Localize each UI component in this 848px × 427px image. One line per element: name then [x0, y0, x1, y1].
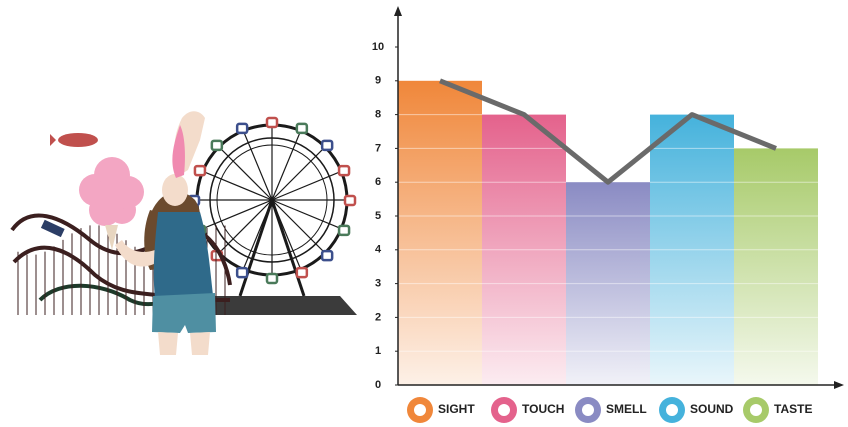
cotton-candy — [79, 157, 144, 250]
y-tick-label: 0 — [375, 379, 381, 391]
blimp-tail — [50, 134, 56, 146]
y-tick-label: 7 — [375, 142, 381, 154]
y-tick-label: 1 — [375, 345, 381, 357]
y-tick-label: 8 — [375, 109, 381, 121]
y-tick-label: 5 — [375, 210, 381, 222]
x-tick-label: TASTE — [774, 402, 812, 416]
x-tick-label: SIGHT — [438, 402, 475, 416]
x-arrow — [834, 381, 844, 389]
y-tick-label: 6 — [375, 176, 381, 188]
y-tick-label: 9 — [375, 75, 381, 87]
trend-line — [439, 78, 777, 185]
x-tick-label: SMELL — [606, 402, 647, 416]
x-tick-label: SOUND — [690, 402, 734, 416]
ferris-base — [205, 296, 357, 315]
bar — [398, 80, 482, 386]
y-tick-label: 10 — [372, 41, 384, 53]
y-arrow — [394, 6, 402, 16]
x-tick-label: TOUCH — [522, 402, 564, 416]
blimp — [58, 133, 98, 147]
chart: 0 1 2 3 4 5 6 7 8 9 10 SIGHT TOUCH SMELL SOUND TASTE — [372, 6, 844, 423]
y-tick-label: 2 — [375, 311, 381, 323]
y-tick-label: 4 — [375, 244, 382, 256]
bar — [734, 148, 818, 385]
illustration — [10, 111, 357, 355]
girl — [115, 111, 216, 355]
y-tick-label: 3 — [375, 278, 381, 290]
